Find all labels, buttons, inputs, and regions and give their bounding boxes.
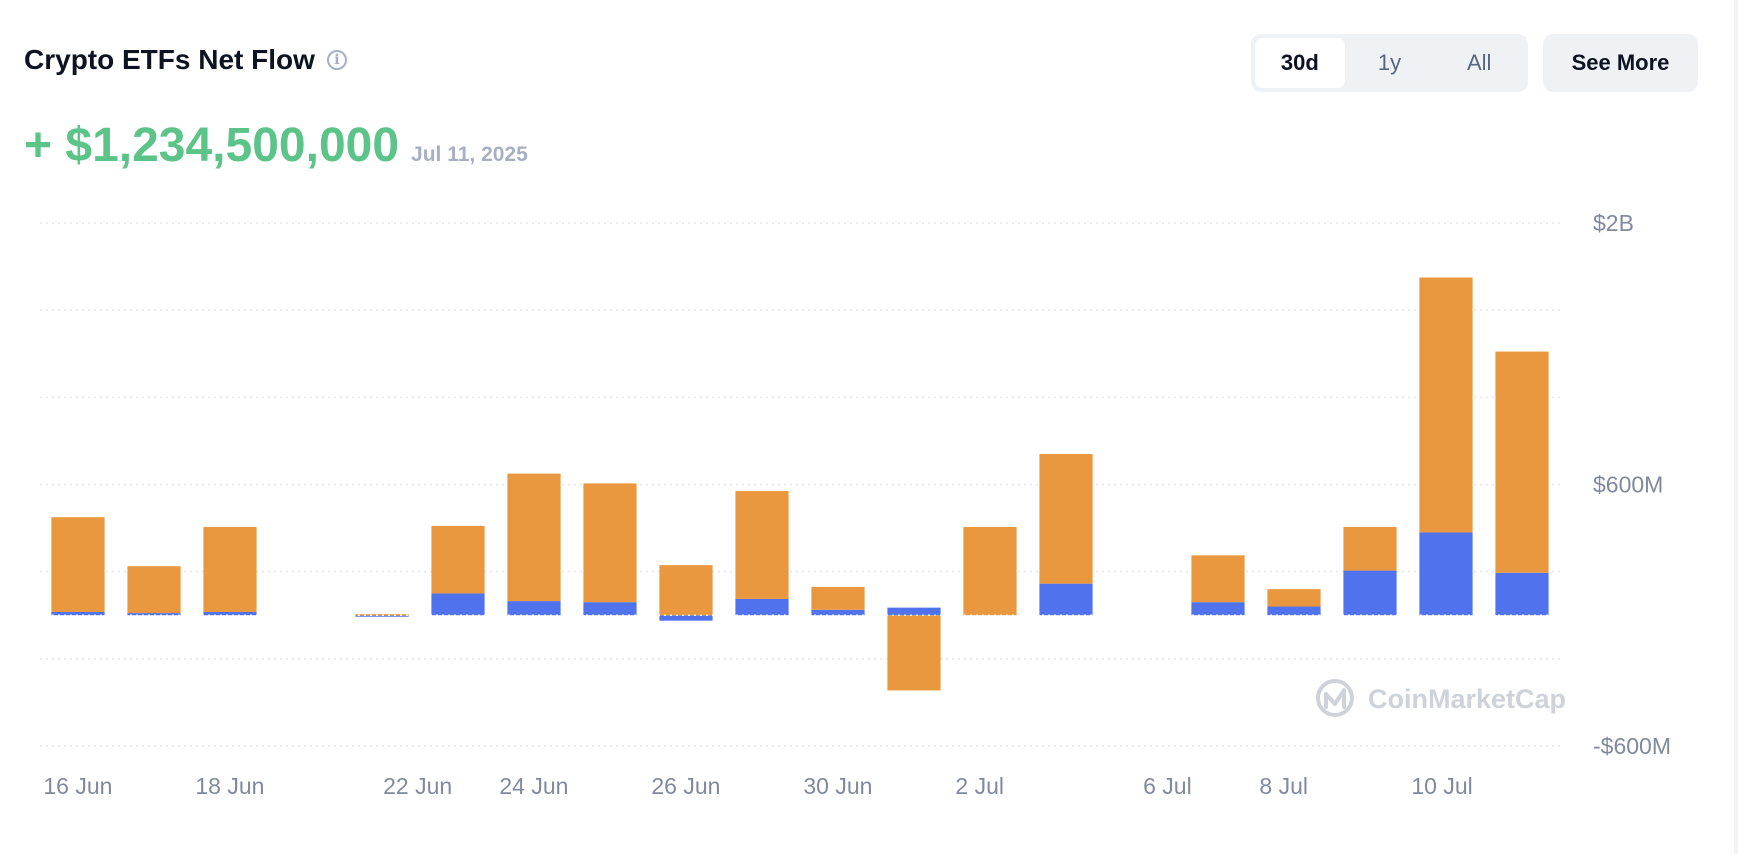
- bar-segment-orange-6[interactable]: [507, 473, 561, 602]
- bar-segment-orange-18[interactable]: [1419, 277, 1473, 533]
- watermark-text: CoinMarketCap: [1368, 684, 1566, 714]
- bar-segment-blue-11[interactable]: [887, 607, 941, 616]
- x-tick-label: 8 Jul: [1259, 773, 1308, 799]
- bar-segment-blue-2[interactable]: [203, 611, 257, 616]
- bar-segment-orange-11[interactable]: [887, 615, 941, 691]
- bar-segment-orange-8[interactable]: [659, 565, 713, 616]
- bar-segment-blue-15[interactable]: [1191, 602, 1245, 616]
- bar-segment-orange-0[interactable]: [51, 517, 105, 612]
- x-tick-label: 24 Jun: [499, 773, 568, 799]
- x-tick-label: 22 Jun: [383, 773, 452, 799]
- bar-segment-blue-5[interactable]: [431, 593, 485, 616]
- bar-segment-orange-15[interactable]: [1191, 555, 1245, 603]
- bar-segment-blue-6[interactable]: [507, 601, 561, 616]
- bar-segment-orange-9[interactable]: [735, 491, 789, 599]
- x-axis-ticks: 16 Jun 18 Jun 22 Jun 24 Jun 26 Jun 30 Jun 2 Ju…: [43, 773, 1472, 799]
- bars: [51, 277, 1549, 691]
- bar-segment-blue-19[interactable]: [1495, 572, 1549, 616]
- y-tick-label: $2B: [1593, 210, 1634, 236]
- bar-segment-blue-10[interactable]: [811, 609, 865, 616]
- page-scrollbar[interactable]: [1734, 0, 1738, 854]
- net-flow-date: Jul 11, 2025: [411, 143, 528, 166]
- bar-segment-blue-8[interactable]: [659, 615, 713, 621]
- info-icon[interactable]: i: [326, 50, 347, 70]
- bar-segment-blue-1[interactable]: [127, 613, 181, 616]
- bar-segment-blue-7[interactable]: [583, 602, 637, 616]
- net-flow-value: + $1,234,500,000: [24, 119, 400, 172]
- bar-segment-blue-13[interactable]: [1039, 583, 1093, 616]
- y-axis-ticks: $2B $600M -$600M: [1593, 210, 1671, 759]
- y-tick-label: $600M: [1593, 472, 1663, 498]
- title-text: Crypto ETFs Net Flow: [24, 44, 315, 75]
- x-tick-label: 10 Jul: [1411, 773, 1472, 799]
- bar-segment-orange-2[interactable]: [203, 526, 257, 612]
- grid-lines: [40, 222, 1560, 747]
- bar-segment-orange-7[interactable]: [583, 483, 637, 603]
- coinmarketcap-logo-icon: [1316, 679, 1354, 717]
- bar-segment-blue-9[interactable]: [735, 598, 789, 616]
- bar-segment-orange-16[interactable]: [1267, 589, 1321, 607]
- bar-segment-blue-18[interactable]: [1419, 532, 1473, 616]
- range-tab-1y[interactable]: 1y: [1377, 50, 1402, 75]
- bar-segment-blue-16[interactable]: [1267, 606, 1321, 616]
- x-tick-label: 18 Jun: [195, 773, 264, 799]
- x-tick-label: 16 Jun: [43, 773, 112, 799]
- bar-segment-orange-19[interactable]: [1495, 351, 1549, 573]
- x-tick-label: 26 Jun: [651, 773, 720, 799]
- y-tick-label: -$600M: [1593, 733, 1671, 759]
- bar-segment-orange-17[interactable]: [1343, 526, 1397, 571]
- bar-segment-orange-1[interactable]: [127, 566, 181, 614]
- bar-segment-orange-5[interactable]: [431, 525, 485, 594]
- x-tick-label: 30 Jun: [803, 773, 872, 799]
- x-tick-label: 6 Jul: [1143, 773, 1192, 799]
- bar-segment-orange-10[interactable]: [811, 586, 865, 610]
- bar-segment-orange-13[interactable]: [1039, 453, 1093, 584]
- see-more-button[interactable]: See More: [1543, 34, 1698, 92]
- range-selector: 30d 1y All: [1251, 34, 1528, 92]
- bar-segment-blue-0[interactable]: [51, 611, 105, 616]
- bar-segment-blue-17[interactable]: [1343, 570, 1397, 616]
- x-tick-label: 2 Jul: [955, 773, 1004, 799]
- bar-segment-orange-12[interactable]: [963, 526, 1017, 616]
- card-title: Crypto ETFs Net Flow i: [24, 44, 347, 76]
- range-tab-all[interactable]: All: [1466, 50, 1492, 75]
- range-tab-30d[interactable]: 30d: [1255, 38, 1345, 88]
- coinmarketcap-watermark: CoinMarketCap: [1316, 679, 1566, 717]
- summary-row: + $1,234,500,000 Jul 11, 2025: [24, 118, 528, 173]
